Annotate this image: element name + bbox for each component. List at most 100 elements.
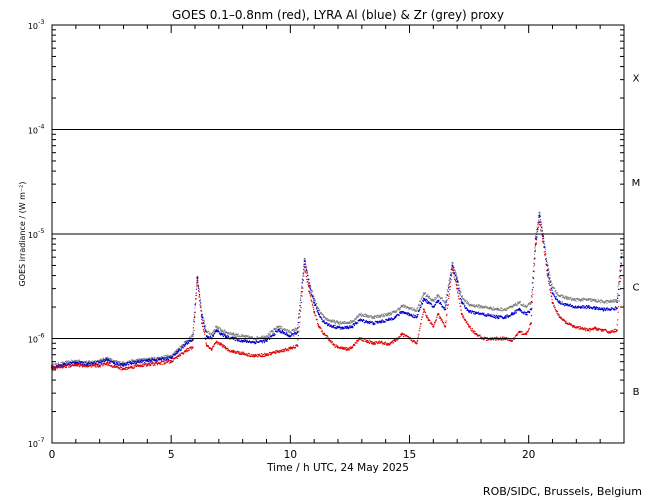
trace-dot-red [305, 272, 307, 274]
trace-dot-blue [531, 296, 533, 298]
trace-dot-red [109, 362, 111, 365]
trace-dot-red [496, 336, 498, 338]
trace-dot-blue [308, 282, 310, 284]
trace-dot-blue [202, 319, 204, 322]
trace-dot-blue [390, 317, 393, 319]
trace-dot-grey [522, 303, 525, 305]
trace-dot-red [228, 350, 231, 352]
trace-dot-blue [605, 308, 607, 311]
trace-dot-blue [272, 333, 274, 335]
trace-dot-red [162, 360, 165, 363]
trace-dot-grey [615, 298, 617, 301]
trace-dot-red [596, 327, 598, 329]
trace-dot-blue [255, 342, 257, 344]
trace-dot-grey [193, 318, 195, 320]
trace-dot-red [302, 279, 304, 282]
trace-dot-red [136, 364, 139, 366]
trace-dot-blue [579, 306, 581, 308]
trace-dot-blue [585, 305, 587, 308]
trace-dot-grey [111, 358, 113, 361]
trace-dot-blue [342, 328, 344, 330]
trace-dot-red [568, 322, 571, 324]
trace-dot-blue [330, 325, 333, 327]
trace-dot-grey [299, 297, 302, 299]
trace-dot-grey [219, 328, 222, 330]
trace-dot-red [125, 368, 127, 370]
trace-dot-red [335, 344, 337, 346]
trace-dot-blue [235, 339, 237, 342]
trace-dot-blue [418, 310, 420, 312]
data-point-grey [538, 211, 541, 214]
trace-dot-grey [513, 304, 515, 306]
trace-dot-blue [447, 294, 449, 296]
trace-dot-blue [371, 321, 374, 323]
trace-dot-blue [455, 275, 457, 277]
trace-dot-grey [582, 297, 585, 299]
trace-dot-grey [229, 334, 231, 336]
y-tick-label-base: 10 [28, 231, 38, 240]
trace-dot-red [443, 323, 445, 325]
trace-dot-grey [433, 300, 435, 302]
trace-dot-grey [567, 296, 569, 298]
trace-dot-red [344, 347, 347, 349]
trace-dot-grey [361, 314, 364, 316]
trace-dot-red [529, 323, 532, 325]
trace-dot-blue [617, 297, 619, 300]
trace-dot-red [396, 339, 399, 341]
trace-dot-red [112, 366, 115, 368]
trace-dot-red [449, 289, 451, 291]
trace-dot-blue [517, 309, 519, 311]
trace-dot-red [551, 299, 553, 301]
trace-dot-grey [398, 309, 400, 311]
trace-dot-blue [445, 301, 448, 303]
trace-dot-grey [55, 363, 57, 365]
trace-dot-blue [278, 330, 280, 333]
trace-dot-grey [313, 298, 316, 301]
trace-dot-blue [614, 309, 616, 311]
trace-dot-grey [339, 323, 341, 326]
trace-dot-red [601, 330, 603, 332]
trace-dot-grey [151, 357, 154, 359]
trace-dot-red [447, 304, 449, 307]
trace-dot-red [541, 234, 543, 236]
trace-dot-red [286, 350, 288, 352]
trace-dot-red [400, 335, 403, 337]
trace-dot-blue [334, 324, 336, 327]
trace-dot-blue [341, 326, 343, 328]
trace-dot-grey [450, 272, 452, 274]
trace-dot-red [105, 363, 108, 366]
trace-dot-blue [294, 332, 297, 334]
trace-dot-grey [333, 319, 336, 322]
trace-dot-blue [132, 360, 134, 363]
trace-dot-red [221, 345, 223, 347]
trace-dot-red [426, 315, 428, 317]
trace-dot-red [503, 336, 505, 338]
trace-dot-blue [163, 359, 166, 361]
trace-dot-grey [450, 267, 453, 269]
trace-dot-grey [326, 317, 329, 320]
trace-dot-blue [224, 334, 226, 336]
trace-dot-grey [589, 299, 591, 302]
trace-dot-blue [306, 272, 308, 274]
trace-dot-blue [282, 330, 284, 333]
trace-dot-grey [460, 291, 462, 293]
trace-dot-grey [472, 305, 474, 308]
trace-dot-red [456, 284, 458, 287]
trace-dot-red [185, 351, 187, 353]
trace-dot-red [544, 255, 546, 257]
trace-dot-blue [595, 308, 597, 310]
trace-dot-red [517, 333, 519, 335]
trace-dot-red [65, 366, 68, 368]
trace-dot-blue [374, 323, 376, 325]
trace-dot-blue [460, 298, 462, 301]
trace-dot-red [333, 344, 336, 346]
trace-dot-grey [618, 277, 620, 279]
trace-dot-blue [302, 273, 304, 275]
trace-dot-red [447, 297, 450, 300]
trace-dot-grey [616, 296, 618, 298]
trace-dot-blue [549, 281, 551, 283]
trace-dot-blue [286, 333, 288, 335]
trace-dot-red [579, 325, 581, 328]
trace-dot-red [366, 339, 369, 342]
trace-dot-blue [588, 305, 590, 307]
